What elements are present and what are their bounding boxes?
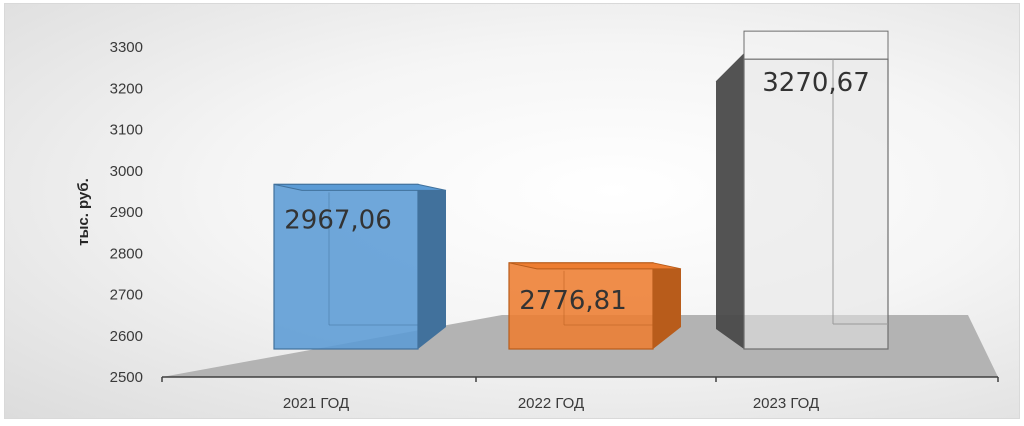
y-tick-label: 3200: [110, 80, 143, 97]
bar-2: [508, 262, 682, 350]
x-category-label: 2021 ГОД: [283, 395, 349, 412]
y-tick-label: 3300: [110, 39, 143, 56]
bar-1: [273, 183, 447, 350]
bar-top-face: [273, 183, 447, 191]
x-category-label: 2022 ГОД: [518, 395, 584, 412]
x-category-label: 2023 ГОД: [753, 395, 819, 412]
chart-area: 2500 2600 2700 2800 2900 3000 3100 3200 3300 202…: [4, 3, 1020, 419]
bar-front-face: [743, 58, 889, 350]
y-tick-label: 3000: [110, 163, 143, 180]
axes: 2500 2600 2700 2800 2900 3000 3100 3200 3300: [110, 39, 999, 386]
data-label: 2776,81: [519, 286, 627, 316]
bar-top-face: [743, 30, 889, 60]
y-tick-label: 3100: [110, 122, 143, 139]
y-tick-label: 2800: [110, 245, 143, 262]
bar-side-face: [653, 262, 681, 349]
y-tick-label: 2700: [110, 287, 143, 304]
data-label: 3270,67: [762, 68, 870, 98]
data-label: 2967,06: [284, 205, 392, 235]
y-tick-label: 2500: [110, 369, 143, 386]
bar-front-face: [273, 183, 419, 350]
y-axis-title: тыс. руб.: [75, 178, 92, 246]
bar-side-face: [716, 53, 744, 349]
y-tick-label: 2600: [110, 328, 143, 345]
bars: [273, 30, 889, 350]
bar-chart: 2500 2600 2700 2800 2900 3000 3100 3200 3300 202…: [75, 30, 999, 412]
bar-front-face: [508, 262, 654, 350]
bar-side-face: [418, 184, 446, 349]
bar-3: [716, 30, 889, 350]
labels: 2021 ГОД 2022 ГОД 2023 ГОД 2967,06 2776,81 32…: [283, 68, 870, 412]
y-tick-label: 2900: [110, 204, 143, 221]
bar-top-face: [508, 262, 682, 270]
